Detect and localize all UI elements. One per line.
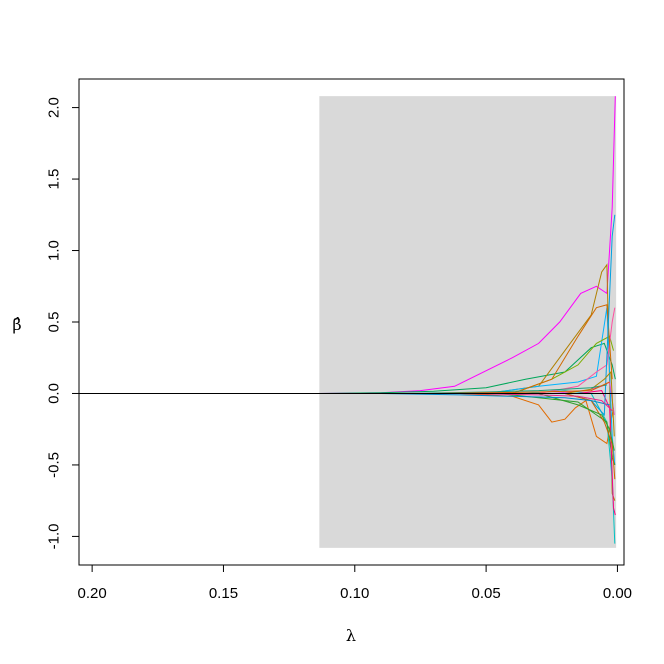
series-line-9 (538, 307, 616, 394)
y-tick-label: -0.5 (46, 452, 63, 478)
x-tick-label: 0.00 (603, 585, 632, 602)
y-tick-label: 1.5 (46, 169, 63, 190)
series-line-13 (564, 393, 616, 480)
series-line-20 (459, 393, 613, 411)
y-tick-label: 2.0 (46, 97, 63, 118)
series-line-1 (317, 96, 616, 394)
series-line-14 (538, 393, 615, 451)
series-line-17 (380, 393, 610, 406)
series-line-18 (407, 384, 607, 394)
x-axis: 0.20 0.15 0.10 0.05 0.00 (78, 564, 632, 602)
y-tick-label: -1.0 (46, 523, 63, 549)
y-tick-label: 0.0 (46, 383, 63, 404)
shaded-region (319, 96, 617, 548)
y-axis-label: β̂ (12, 315, 21, 334)
series-line-7 (499, 393, 616, 466)
series-line-5 (486, 307, 616, 465)
series-line-3 (459, 393, 614, 445)
y-axis: -1.0 -0.5 0.0 0.5 1.0 1.5 2.0 (46, 97, 79, 549)
series-line-10 (512, 304, 613, 394)
shaded-region-layer (319, 96, 617, 548)
y-tick-label: 0.5 (46, 312, 63, 333)
x-axis-label: λ (346, 626, 356, 645)
x-tick-label: 0.05 (472, 585, 501, 602)
series-layer (317, 96, 616, 544)
x-tick-label: 0.20 (78, 585, 107, 602)
x-tick-label: 0.10 (340, 585, 369, 602)
x-tick-label: 0.15 (209, 585, 238, 602)
y-tick-label: 1.0 (46, 240, 63, 261)
